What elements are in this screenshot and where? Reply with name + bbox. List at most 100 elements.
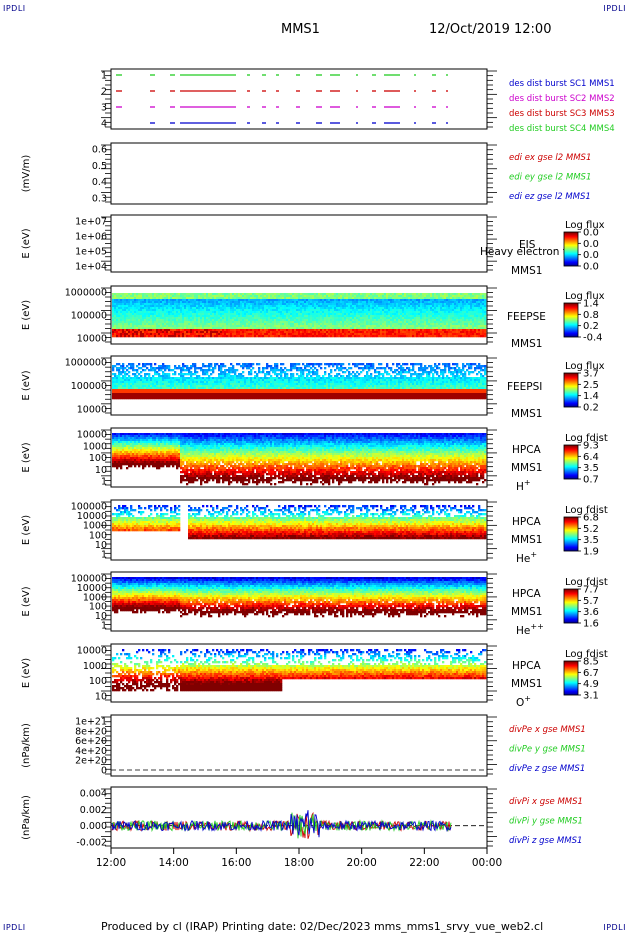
colorbar-tick-label: 0.2 <box>583 403 599 414</box>
colorbar-tick-label: 0.0 <box>583 239 599 250</box>
colorbar-tick-label: 5.2 <box>583 524 599 535</box>
axis-ticks-hpca_he <box>101 501 497 559</box>
colorbar-tick-label: 3.1 <box>583 691 599 702</box>
y-tick-label: 10000 <box>77 511 107 522</box>
instrument-label: HPCA <box>512 660 542 672</box>
y-tick-label: 10000 <box>77 334 107 345</box>
colorbar-title: Log flux <box>565 291 605 302</box>
y-tick-label: 4 <box>101 119 107 130</box>
y-tick-label: 1000 <box>83 441 107 452</box>
colorbar-tick-label: 0.0 <box>583 228 599 239</box>
colorbar-eis <box>563 231 579 267</box>
instrument-label: MMS1 <box>511 606 542 618</box>
colorbar-tick-label: 1.9 <box>583 547 599 558</box>
y-axis-label: E (eV) <box>21 370 32 400</box>
instrument-label: FEEPSI <box>507 381 542 393</box>
y-tick-label: 10 <box>95 611 107 622</box>
colorbar-hpca_h <box>563 444 579 480</box>
x-tick-label: 20:00 <box>347 857 377 869</box>
heatmap-cells-hpca_h <box>112 433 487 486</box>
colorbar-title: Log fdist <box>565 577 608 588</box>
instrument-label: MMS1 <box>511 462 542 474</box>
spacecraft-title: MMS1 <box>281 22 320 37</box>
colorbar-tick-label: 0.0 <box>583 250 599 261</box>
species-label: O+ <box>516 694 531 709</box>
colorbar-tick-label: 1.6 <box>583 619 599 630</box>
y-tick-label: 0.4 <box>92 177 107 188</box>
instrument-label: HPCA <box>512 444 542 456</box>
y-tick-label: 1000000 <box>65 358 107 369</box>
colorbar-title: Log flux <box>565 220 605 231</box>
y-tick-label: 1e+06 <box>75 232 107 243</box>
legend-entry: des dist burst SC2 MMS2 <box>509 94 615 104</box>
colorbar-tick-label: 5.7 <box>583 596 599 607</box>
axis-ticks-edi <box>101 144 497 203</box>
instrument-label: MMS1 <box>511 265 542 277</box>
y-tick-label: 1 <box>101 621 107 632</box>
y-tick-label: 10 <box>95 540 107 551</box>
legend-entry: des dist burst SC1 MMS1 <box>509 79 615 89</box>
panel-frame-eis <box>110 214 488 273</box>
y-tick-label: 0.3 <box>92 194 107 205</box>
species-label: He+ <box>516 550 537 565</box>
heatmap-cells-feepse <box>112 293 487 338</box>
y-tick-label: -0.002 <box>76 838 107 849</box>
y-tick-label: 10000 <box>77 405 107 416</box>
colorbar-tick-label: 3.6 <box>583 607 599 618</box>
x-tick-label: 16:00 <box>221 857 251 869</box>
legend-entry: divPe y gse MMS1 <box>509 745 586 755</box>
corner-label-top-right: IPDLI <box>603 4 626 13</box>
y-tick-label: 0.6 <box>92 145 107 156</box>
colorbar-title: Log flux <box>565 361 605 372</box>
y-axis-label: E (eV) <box>21 300 32 330</box>
axis-ticks-burst <box>101 70 497 128</box>
axis-ticks-divpi <box>101 788 497 847</box>
y-tick-label: 100 <box>89 530 107 541</box>
instrument-overlay-label: Heavy electron to <box>480 246 573 258</box>
axis-ticks-eis <box>101 216 497 271</box>
y-tick-label: 0 <box>101 766 107 777</box>
y-tick-label: 0.004 <box>80 789 107 800</box>
legend-entry: divPi y gse MMS1 <box>509 817 583 827</box>
y-axis-label: (nPa/km) <box>21 723 32 768</box>
colorbar-tick-label: 3.5 <box>583 463 599 474</box>
colorbar-tick-label: 3.5 <box>583 535 599 546</box>
panel-frame-burst <box>110 68 488 130</box>
legend-entry: des dist burst SC4 MMS4 <box>509 124 615 134</box>
colorbar-tick-label: 0.8 <box>583 310 599 321</box>
y-tick-label: 6e+20 <box>75 736 107 747</box>
y-tick-label: 10000 <box>77 646 107 657</box>
y-tick-label: 1 <box>101 550 107 561</box>
y-tick-label: 2e+20 <box>75 756 107 767</box>
y-tick-label: 100000 <box>71 381 107 392</box>
heatmap-cells-hpca_hepp <box>112 577 487 618</box>
colorbar-tick-label: 6.4 <box>583 452 599 463</box>
axis-ticks-divpe <box>101 716 497 775</box>
legend-entry: edi ez gse l2 MMS1 <box>509 192 591 202</box>
y-axis-label: (nPa/km) <box>21 795 32 840</box>
panel-frame-edi <box>110 142 488 205</box>
y-tick-label: 10000 <box>77 430 107 441</box>
y-tick-label: 100000 <box>71 502 107 513</box>
colorbar-tick-label: 1.4 <box>583 391 599 402</box>
colorbar-tick-label: 0.2 <box>583 321 599 332</box>
legend-entry: divPi z gse MMS1 <box>509 836 582 846</box>
colorbar-tick-label: 9.3 <box>583 441 599 452</box>
y-tick-label: 1e+07 <box>75 217 107 228</box>
instrument-label: MMS1 <box>511 678 542 690</box>
colorbar-tick-label: 7.7 <box>583 585 599 596</box>
axis-ticks-feepsi <box>101 357 497 414</box>
instrument-label: MMS1 <box>511 338 542 350</box>
y-tick-label: 1e+21 <box>75 717 107 728</box>
x-tick-label: 18:00 <box>284 857 314 869</box>
y-tick-label: 1 <box>101 477 107 488</box>
corner-label-bottom-right: IPDLI <box>603 923 626 932</box>
y-tick-label: 100000 <box>71 574 107 585</box>
legend-entry: edi ey gse l2 MMS1 <box>509 173 591 183</box>
datetime-title: 12/Oct/2019 12:00 <box>429 22 552 37</box>
y-tick-label: 10000 <box>77 583 107 594</box>
colorbar-tick-label: 6.7 <box>583 668 599 679</box>
panel-frame-divpe <box>110 714 488 777</box>
panel-frame-divpi <box>110 786 488 849</box>
